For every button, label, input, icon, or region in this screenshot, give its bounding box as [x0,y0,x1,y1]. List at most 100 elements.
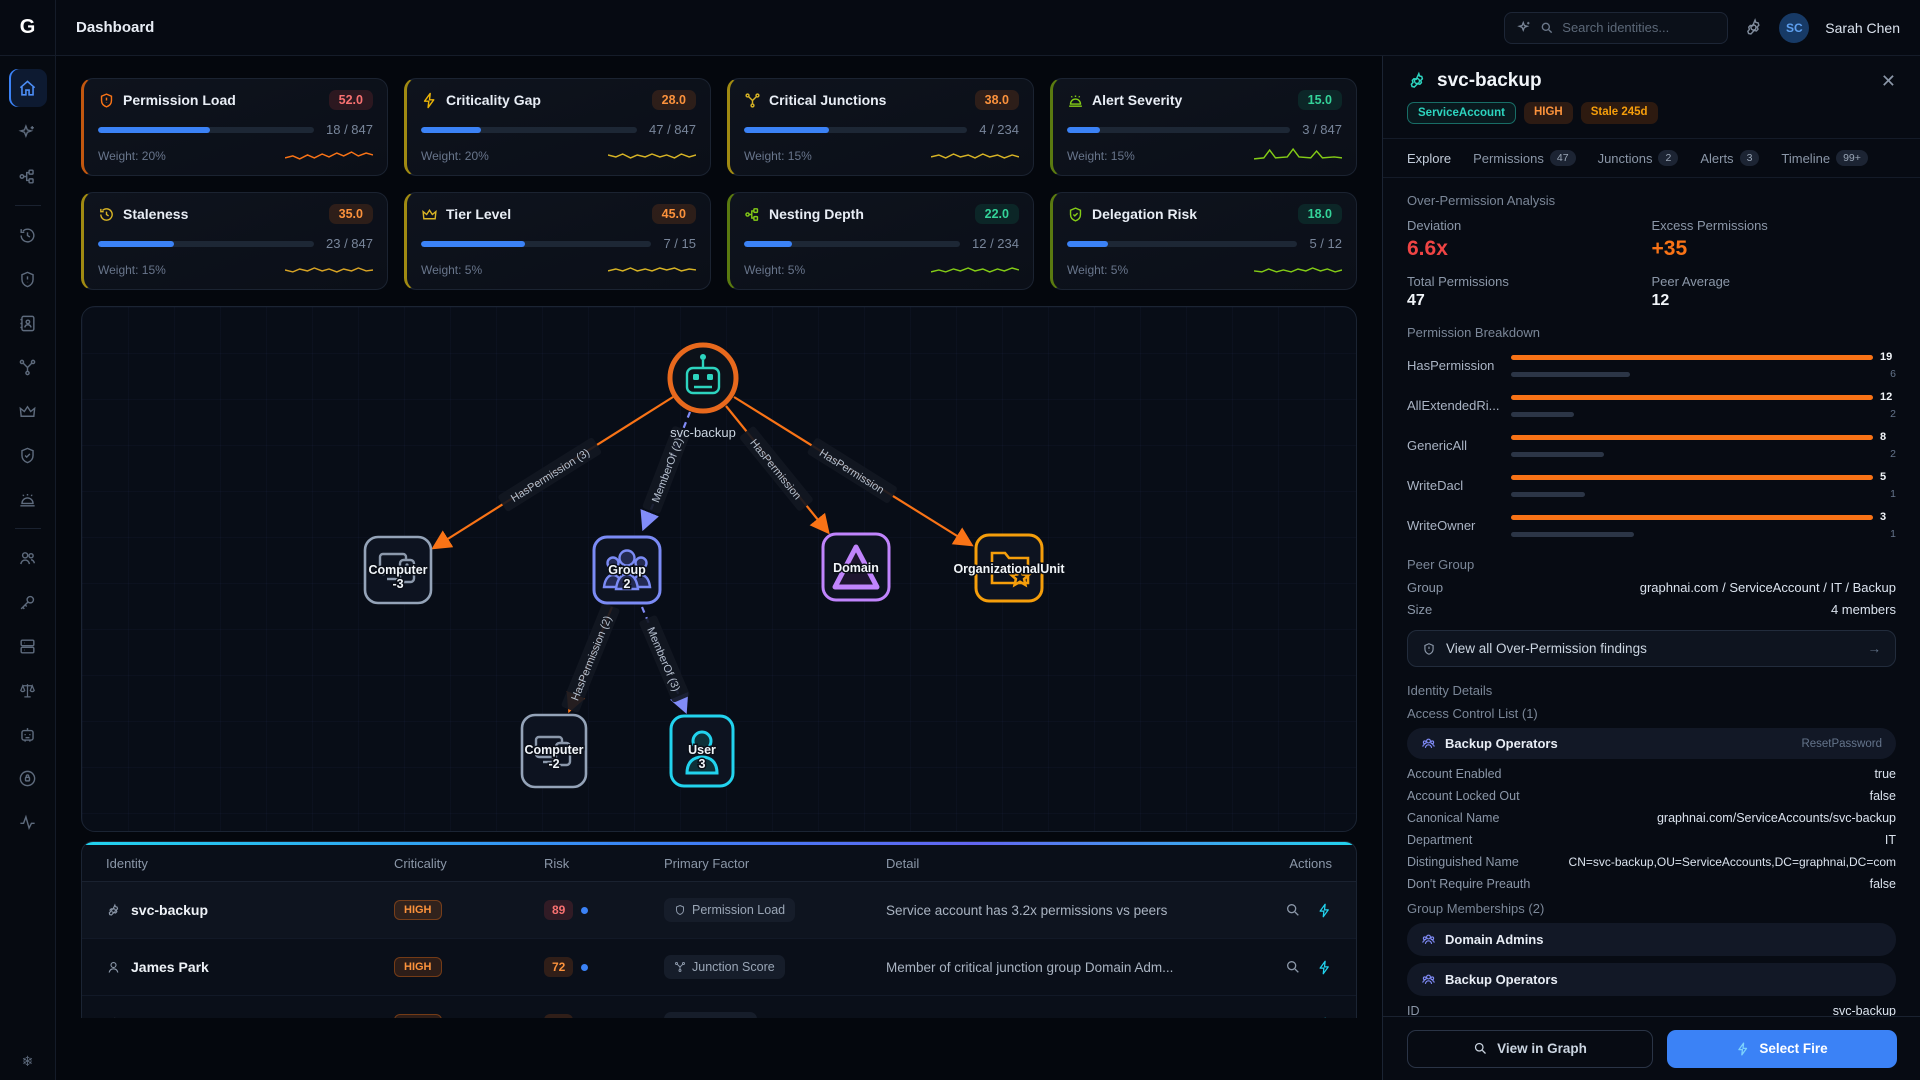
table-row[interactable]: James Park HIGH 72 Junction Score Member… [82,939,1356,996]
sidebar-item-scales[interactable] [9,671,47,709]
sidebar-item-crown[interactable] [9,392,47,430]
sidebar-item-history[interactable] [9,216,47,254]
graph-canvas[interactable]: HasPermission (3) MemberOf (2) HasPermis… [81,306,1357,832]
kv-row: Canonical Name graphnai.com/ServiceAccoun… [1407,811,1896,825]
table-row[interactable]: svc-backup HIGH 89 Permission Load Servi… [82,882,1356,939]
sidebar-item-activity[interactable] [9,803,47,841]
breakdown-row: GenericAll 8 2 [1407,431,1896,460]
view-in-graph-button[interactable]: View in Graph [1407,1029,1653,1068]
shield-alert-icon [98,92,115,109]
sidebar-divider [14,528,41,529]
svg-text:-3: -3 [392,577,403,591]
close-icon[interactable]: ✕ [1880,70,1896,91]
metric-card-alert-severity[interactable]: Alert Severity 15.0 3 / 847 Weight: 15% [1050,78,1357,176]
metric-card-critical-junctions[interactable]: Critical Junctions 38.0 4 / 234 Weight: … [727,78,1034,176]
svg-text:Group: Group [608,563,646,577]
tab-permissions[interactable]: Permissions 47 [1473,150,1576,166]
fire-bolt-icon[interactable] [1317,903,1332,918]
metric-card-nesting-depth[interactable]: Nesting Depth 22.0 12 / 234 Weight: 5% [727,192,1034,290]
metric-weight: Weight: 5% [1067,263,1129,277]
fire-bolt-icon[interactable] [1317,960,1332,975]
settings-gear-icon[interactable] [1744,18,1763,37]
sidebar-item-key[interactable] [9,583,47,621]
risk-badge: 72 [544,957,574,977]
node-user-3[interactable]: User 3 [669,714,735,788]
hierarchy-icon [744,206,761,223]
sidebar-item-alarm[interactable] [9,480,47,518]
node-computer-3[interactable]: Computer -3 [363,535,433,605]
domain-triangle-icon [832,544,880,590]
sidebar-item-shield-alert[interactable] [9,260,47,298]
metric-card-tier-level[interactable]: Tier Level 45.0 7 / 15 Weight: 5% [404,192,711,290]
node-group-2[interactable]: Group 2 [592,535,662,605]
metric-card-staleness[interactable]: Staleness 35.0 23 / 847 Weight: 15% [81,192,388,290]
tab-junctions[interactable]: Junctions 2 [1598,150,1679,166]
inspect-icon[interactable] [1285,1016,1301,1018]
search-input[interactable]: Search identities... [1504,11,1729,44]
metric-count: 18 / 847 [326,122,373,137]
metric-count: 4 / 234 [979,122,1019,137]
edge-label: HasPermission [747,437,803,502]
edge-label: HasPermission (3) [509,447,592,505]
metric-label: Tier Level [446,206,512,222]
node-computer-2[interactable]: Computer -2 [520,713,588,789]
metric-score-badge: 18.0 [1297,204,1342,224]
sidebar-item-junction[interactable] [9,348,47,386]
avatar[interactable]: SC [1779,12,1810,43]
group-memberships-label: Group Memberships (2) [1407,901,1545,916]
metric-weight: Weight: 15% [1067,149,1135,163]
metric-weight: Weight: 20% [98,149,166,163]
metric-card-permission-load[interactable]: Permission Load 52.0 18 / 847 Weight: 20… [81,78,388,176]
group-membership[interactable]: Backup Operators [1407,963,1896,996]
shield-icon [676,904,684,916]
metric-progress [1067,126,1291,133]
svg-text:Computer: Computer [524,743,583,757]
tab-timeline[interactable]: Timeline 99+ [1781,150,1868,166]
acl-right: ResetPassword [1801,737,1882,750]
group-membership[interactable]: Domain Admins [1407,923,1896,956]
select-fire-button[interactable]: Select Fire [1667,1029,1897,1068]
app-logo[interactable]: G [0,0,56,56]
peer-size-row: Size 4 members [1407,602,1896,617]
metric-score-badge: 45.0 [651,204,696,224]
tab-explore[interactable]: Explore [1407,150,1452,166]
table-row[interactable]: svc-backup HIGH 64 Staleness Service acc… [82,996,1356,1018]
service-gear-icon [106,902,121,918]
sidebar-item-hierarchy[interactable] [9,157,47,195]
main-content: Permission Load 52.0 18 / 847 Weight: 20… [56,56,1382,1080]
service-gear-icon [1407,71,1427,91]
sidebar-item-robot[interactable] [9,715,47,753]
metric-count: 3 / 847 [1302,122,1342,137]
snowflake-icon[interactable]: ❄ [21,1053,34,1069]
inspect-icon[interactable] [1285,902,1301,918]
inspect-icon[interactable] [1285,959,1301,975]
metric-card-delegation-risk[interactable]: Delegation Risk 18.0 5 / 12 Weight: 5% [1050,192,1357,290]
sidebar-item-sparkles[interactable] [9,113,47,151]
risk-table: Identity Criticality Risk Primary Factor… [81,841,1357,1018]
metric-weight: Weight: 15% [744,149,812,163]
metric-score-badge: 52.0 [328,90,373,110]
folder-star-icon [990,551,1032,588]
sidebar-divider [14,205,41,206]
sidebar-item-identity-book[interactable] [9,304,47,342]
acl-entry[interactable]: Backup Operators ResetPassword [1407,728,1896,759]
metric-label: Delegation Risk [1092,206,1198,222]
metric-card-criticality-gap[interactable]: Criticality Gap 28.0 47 / 847 Weight: 20… [404,78,711,176]
metric-score-badge: 35.0 [328,204,373,224]
person-icon [106,960,121,975]
node-domain[interactable]: Domain [821,532,891,602]
view-findings-button[interactable]: View all Over-Permission findings → [1407,630,1896,667]
sidebar-item-user-lock[interactable] [9,759,47,797]
fire-bolt-icon[interactable] [1317,1017,1332,1018]
metric-cards-row-2: Staleness 35.0 23 / 847 Weight: 15% Tier… [81,192,1357,290]
sidebar-item-shield-check[interactable] [9,436,47,474]
node-organizational-unit[interactable]: OrganizationalUnit [952,533,1067,603]
metric-count: 5 / 12 [1309,236,1342,251]
metric-progress [744,126,968,133]
bolt-icon [421,92,438,109]
node-svc-backup[interactable]: svc-backup [667,342,739,440]
sidebar-item-server[interactable] [9,627,47,665]
tab-alerts[interactable]: Alerts 3 [1700,150,1760,166]
sidebar-item-users[interactable] [9,539,47,577]
sidebar-item-home[interactable] [8,69,47,107]
